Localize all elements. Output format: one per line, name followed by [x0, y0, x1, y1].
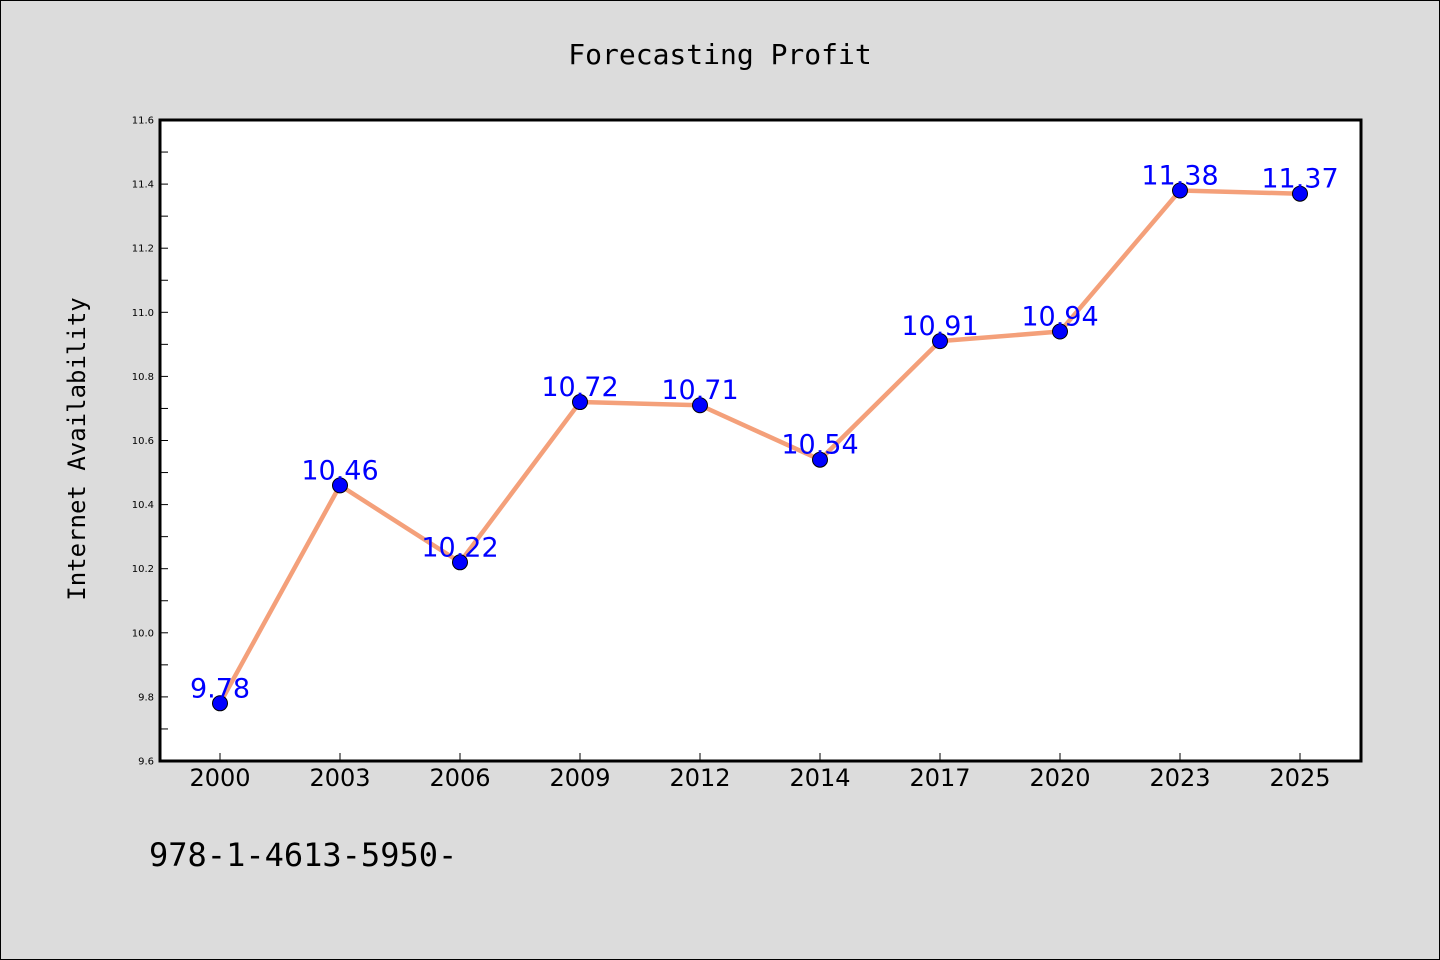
- series-line: [218, 188, 1301, 705]
- y-tick-label: 11.6: [132, 116, 154, 127]
- data-label: 10.94: [1021, 302, 1098, 333]
- x-tick-label: 2017: [909, 764, 970, 792]
- y-axis: 9.6 9.8 10.0 10.2 10.4 10.6 10.8 11.0 11.2 11.4 11…: [132, 116, 168, 768]
- data-label: 10.22: [421, 532, 498, 563]
- data-label: 10.54: [781, 430, 858, 461]
- data-label: 11.38: [1141, 161, 1218, 192]
- data-label: 10.46: [301, 455, 378, 486]
- y-axis-label: Internet Availability: [63, 297, 91, 600]
- y-tick-label: 10.4: [132, 500, 154, 511]
- y-tick-label: 9.8: [138, 692, 154, 703]
- data-point: [812, 451, 828, 468]
- y-tick-label: 10.2: [132, 564, 154, 575]
- data-label: 10.72: [541, 372, 618, 403]
- y-tick-label: 11.2: [132, 244, 154, 255]
- footer-text: 978-1-4613-5950-: [149, 836, 457, 874]
- data-label: 10.71: [661, 375, 738, 406]
- data-point: [212, 695, 228, 712]
- x-tick-label: 2003: [309, 764, 370, 792]
- data-label: 10.91: [901, 311, 978, 342]
- x-tick-label: 2009: [549, 764, 610, 792]
- x-tick-label: 2000: [189, 764, 250, 792]
- x-tick-label: 2012: [669, 764, 730, 792]
- y-tick-label: 11.0: [132, 308, 154, 319]
- y-tick-label: 10.0: [132, 628, 154, 639]
- chart-title: Forecasting Profit: [568, 38, 871, 71]
- data-point: [1292, 185, 1308, 202]
- data-point: [692, 397, 708, 414]
- data-label: 11.37: [1261, 164, 1338, 195]
- data-label: 9.78: [190, 673, 250, 704]
- data-point: [1052, 323, 1068, 340]
- data-point: [332, 477, 348, 494]
- data-point: [572, 394, 588, 411]
- data-point: [1172, 182, 1188, 199]
- y-tick-label: 10.6: [132, 436, 154, 447]
- plot-area: [158, 118, 1363, 763]
- x-tick-label: 2014: [789, 764, 850, 792]
- x-tick-label: 2025: [1269, 764, 1330, 792]
- data-point: [932, 333, 948, 350]
- y-tick-label: 11.4: [132, 180, 154, 191]
- x-tick-label: 2023: [1149, 764, 1210, 792]
- x-tick-label: 2020: [1029, 764, 1090, 792]
- series-layer: 9.78 10.46 10.22 10.72 10.71 10.54 10.91 10.94 1…: [190, 161, 1339, 712]
- data-point: [452, 554, 468, 571]
- y-tick-label: 9.6: [138, 757, 154, 768]
- y-tick-label: 10.8: [132, 372, 154, 383]
- x-tick-label: 2006: [429, 764, 490, 792]
- x-axis: 2000 2003 2006 2009 2012 2014 2017 2020 2023 2025: [189, 753, 1331, 792]
